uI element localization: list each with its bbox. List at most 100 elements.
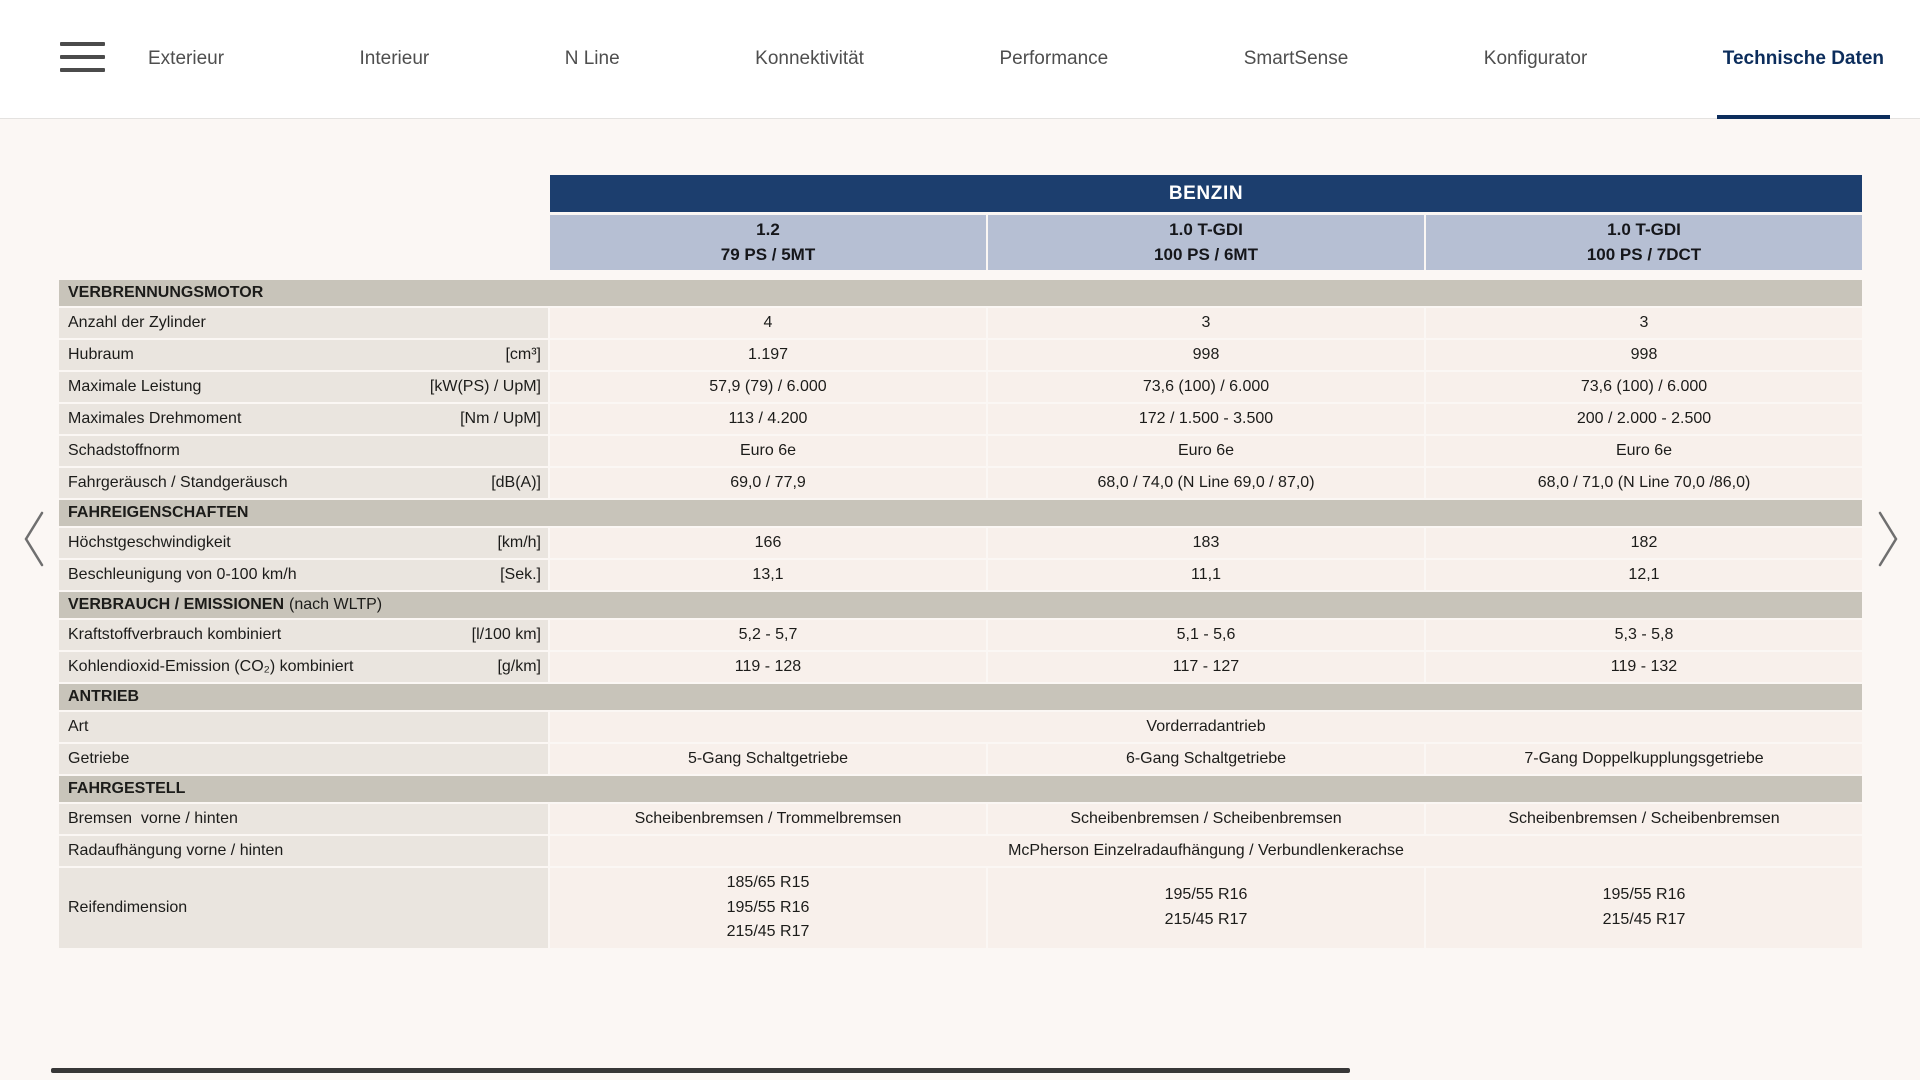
row-unit: [kW(PS) / UpM]: [429, 378, 541, 395]
value-cell: 113 / 4.200: [550, 404, 986, 434]
row-label: Fahrgeräusch / Standgeräusch: [68, 474, 288, 491]
table-row: Reifendimension 185/65 R15 195/55 R16 21…: [59, 868, 1862, 948]
row-label: Reifendimension: [68, 899, 188, 916]
row-label: Radaufhängung vorne / hinten: [68, 842, 284, 859]
row-label-cell: Art: [59, 712, 548, 742]
table-row: Maximale Leistung [kW(PS) / UpM] 57,9 (79…: [59, 372, 1862, 402]
value-cell: 73,6 (100) / 6.000: [1426, 372, 1862, 402]
table-row: Maximales Drehmoment [Nm / UpM] 113 / 4.2…: [59, 404, 1862, 434]
row-label: Hubraum: [68, 346, 134, 363]
section-header-verbrauch-emissionen: VERBRAUCH / EMISSIONEN (nach WLTP): [59, 592, 1862, 618]
top-navigation: Exterieur Interieur N Line Konnektivität…: [0, 0, 1920, 119]
table-row: Getriebe 5-Gang Schaltgetriebe 6-Gang Sc…: [59, 744, 1862, 774]
value-cell: 3: [1426, 308, 1862, 338]
active-underline: [1716, 115, 1890, 119]
value-cell: 57,9 (79) / 6.000: [550, 372, 986, 402]
row-label-cell: Bremsen vorne / hinten: [59, 804, 548, 834]
value-cell: 69,0 / 77,9: [550, 468, 986, 498]
row-label-cell: Reifendimension: [59, 868, 548, 948]
hamburger-menu-icon[interactable]: [60, 42, 105, 78]
table-row: Schadstoffnorm Euro 6e Euro 6e Euro 6e: [59, 436, 1862, 466]
table-row: Art Vorderradantrieb: [59, 712, 1862, 742]
section-header-fahreigenschaften: FAHREIGENSCHAFTEN: [59, 500, 1862, 526]
chevron-right-icon[interactable]: [1872, 508, 1904, 570]
value-cell: 73,6 (100) / 6.000: [988, 372, 1424, 402]
value-cell: 185/65 R15 195/55 R16 215/45 R17: [550, 868, 986, 948]
section-title: FAHREIGENSCHAFTEN: [68, 504, 249, 521]
tyre-size-line: 195/55 R16: [1164, 886, 1248, 904]
row-label: Anzahl der Zylinder: [68, 314, 206, 331]
value-cell: 195/55 R16 215/45 R17: [1426, 868, 1862, 948]
engine-column-header: 1.0 T-GDI 100 PS / 6MT: [988, 215, 1424, 270]
row-label-cell: Beschleunigung von 0-100 km/h [Sek.]: [59, 560, 548, 590]
table-row: Kraftstoffverbrauch kombiniert [l/100 km]…: [59, 620, 1862, 650]
engine-column-header: 1.0 T-GDI 100 PS / 7DCT: [1426, 215, 1862, 270]
nav-item-interieur[interactable]: Interieur: [350, 0, 440, 118]
table-row: Kohlendioxid-Emission (CO₂) kombiniert [g…: [59, 652, 1862, 682]
row-label: Kraftstoffverbrauch kombiniert: [68, 626, 282, 643]
horizontal-scrollbar-thumb[interactable]: [51, 1068, 1350, 1073]
fuel-group-header: BENZIN: [550, 175, 1862, 212]
value-cell: 68,0 / 71,0 (N Line 70,0 /86,0): [1426, 468, 1862, 498]
hamburger-bar: [60, 55, 105, 59]
nav-item-label: Konfigurator: [1483, 48, 1588, 69]
engine-column-header: 1.2 79 PS / 5MT: [550, 215, 986, 270]
value-cell: 68,0 / 74,0 (N Line 69,0 / 87,0): [988, 468, 1424, 498]
row-label: Höchstgeschwindigkeit: [68, 534, 231, 551]
value-cell: 5-Gang Schaltgetriebe: [550, 744, 986, 774]
value-cell: 13,1: [550, 560, 986, 590]
tyre-size-line: 215/45 R17: [1164, 911, 1248, 928]
row-label-cell: Maximales Drehmoment [Nm / UpM]: [59, 404, 548, 434]
row-label-cell: Höchstgeschwindigkeit [km/h]: [59, 528, 548, 558]
value-cell: 172 / 1.500 - 3.500: [988, 404, 1424, 434]
spec-table: BENZIN 1.2 79 PS / 5MT 1.0 T-GDI 100 PS …: [59, 175, 1862, 948]
tyre-size-line: 195/55 R16: [1602, 886, 1686, 904]
engine-name: 1.2: [756, 219, 780, 239]
value-cell: 5,1 - 5,6: [988, 620, 1424, 650]
value-cell: 5,2 - 5,7: [550, 620, 986, 650]
section-header-fahrgestell: FAHRGESTELL: [59, 776, 1862, 802]
table-row: Hubraum [cm³] 1.197 998 998: [59, 340, 1862, 370]
table-row: Anzahl der Zylinder 4 3 3: [59, 308, 1862, 338]
row-unit: [Nm / UpM]: [460, 410, 541, 427]
table-row: Bremsen vorne / hinten Scheibenbremsen /…: [59, 804, 1862, 834]
row-label: Schadstoffnorm: [68, 442, 180, 459]
nav-item-label: SmartSense: [1243, 48, 1349, 69]
nav-item-technische-daten[interactable]: Technische Daten: [1713, 0, 1894, 119]
tyre-size-line: 185/65 R15: [726, 873, 810, 891]
table-row: Beschleunigung von 0-100 km/h [Sek.] 13,1…: [59, 560, 1862, 590]
nav-item-label: Exterieur: [148, 48, 225, 69]
value-cell: 182: [1426, 528, 1862, 558]
nav-item-exterieur[interactable]: Exterieur: [138, 0, 234, 118]
section-suffix: (nach WLTP): [289, 596, 383, 613]
row-label: Maximale Leistung: [68, 378, 202, 395]
value-cell: 117 - 127: [988, 652, 1424, 682]
section-title: FAHRGESTELL: [68, 780, 186, 797]
nav-item-label: Konnektivität: [755, 48, 864, 69]
section-header-antrieb: ANTRIEB: [59, 684, 1862, 710]
row-unit: [Sek.]: [500, 566, 541, 583]
value-cell: Euro 6e: [1426, 436, 1862, 466]
chevron-left-icon[interactable]: [18, 508, 50, 570]
nav-items: Exterieur Interieur N Line Konnektivität…: [138, 0, 1894, 119]
row-unit: [l/100 km]: [471, 626, 541, 643]
row-label-cell: Getriebe: [59, 744, 548, 774]
value-cell: 6-Gang Schaltgetriebe: [988, 744, 1424, 774]
row-unit: [cm³]: [505, 346, 541, 363]
nav-item-konnektivitaet[interactable]: Konnektivität: [745, 0, 874, 118]
engine-name: 1.0 T-GDI: [1607, 219, 1681, 239]
nav-item-konfigurator[interactable]: Konfigurator: [1474, 0, 1598, 118]
row-label: Art: [68, 718, 89, 735]
row-label: Kohlendioxid-Emission (CO₂) kombiniert: [68, 658, 354, 675]
nav-item-smartsense[interactable]: SmartSense: [1234, 0, 1359, 118]
row-label: Maximales Drehmoment: [68, 410, 242, 427]
value-cell: Euro 6e: [550, 436, 986, 466]
table-row: Radaufhängung vorne / hinten McPherson E…: [59, 836, 1862, 866]
engine-spec: 79 PS / 5MT: [720, 244, 816, 264]
nav-item-n-line[interactable]: N Line: [555, 0, 630, 118]
value-cell: 195/55 R16 215/45 R17: [988, 868, 1424, 948]
row-label-cell: Kohlendioxid-Emission (CO₂) kombiniert [g…: [59, 652, 548, 682]
row-unit: [dB(A)]: [491, 474, 541, 491]
nav-item-performance[interactable]: Performance: [989, 0, 1118, 118]
value-cell: 4: [550, 308, 986, 338]
